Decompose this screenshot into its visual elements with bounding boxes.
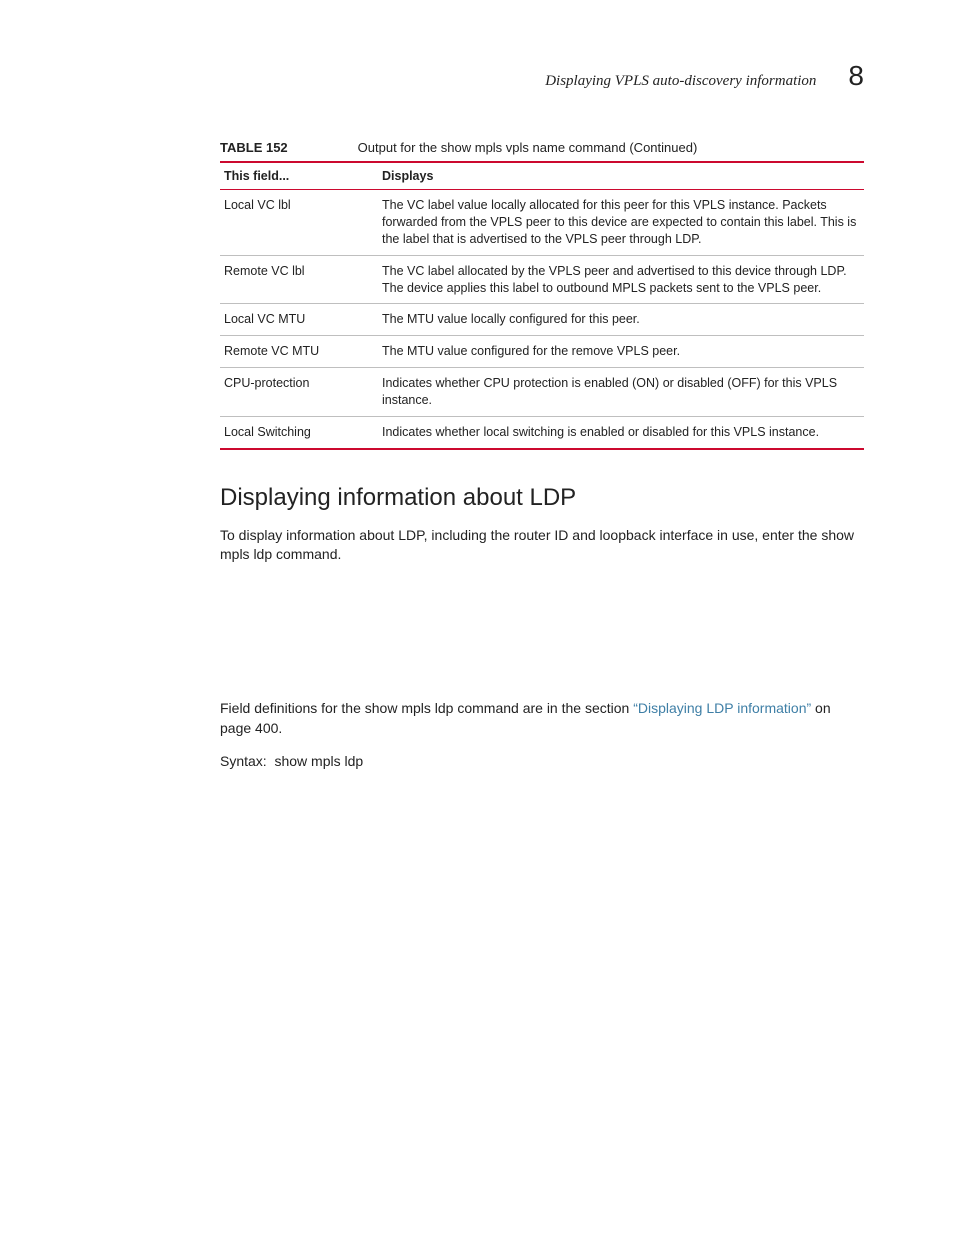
cell-displays: Indicates whether local switching is ena… (378, 416, 864, 448)
field-defs-paragraph: Field definitions for the show mpls ldp … (220, 699, 864, 738)
table-row: Remote VC MTU The MTU value configured f… (220, 336, 864, 368)
cell-displays: The MTU value locally configured for thi… (378, 304, 864, 336)
cell-displays: The VC label value locally allocated for… (378, 190, 864, 256)
spacer (220, 579, 864, 699)
syntax-line: Syntax: show mpls ldp (220, 752, 864, 772)
table-caption-text: Output for the show mpls vpls name comma… (358, 140, 698, 155)
table-row: CPU-protection Indicates whether CPU pro… (220, 368, 864, 417)
table-caption: TABLE 152 Output for the show mpls vpls … (220, 140, 864, 161)
output-table: This field... Displays Local VC lbl The … (220, 161, 864, 450)
cell-field: Local Switching (220, 416, 378, 448)
table-row: Local VC MTU The MTU value locally confi… (220, 304, 864, 336)
chapter-number: 8 (848, 60, 864, 92)
defs-pre: Field definitions for the show mpls ldp … (220, 700, 633, 716)
page: Displaying VPLS auto-discovery informati… (0, 0, 954, 846)
cell-field: Local VC lbl (220, 190, 378, 256)
cell-displays: The VC label allocated by the VPLS peer … (378, 255, 864, 304)
cell-displays: Indicates whether CPU protection is enab… (378, 368, 864, 417)
cell-field: Remote VC MTU (220, 336, 378, 368)
cell-field: Local VC MTU (220, 304, 378, 336)
cell-displays: The MTU value configured for the remove … (378, 336, 864, 368)
table-row: Local VC lbl The VC label value locally … (220, 190, 864, 256)
ldp-info-link[interactable]: “Displaying LDP information” (633, 700, 811, 716)
table-row: Local Switching Indicates whether local … (220, 416, 864, 448)
table-label: TABLE 152 (220, 140, 288, 155)
table-row: Remote VC lbl The VC label allocated by … (220, 255, 864, 304)
header-title: Displaying VPLS auto-discovery informati… (545, 73, 816, 90)
page-header: Displaying VPLS auto-discovery informati… (220, 60, 864, 92)
cell-field: CPU-protection (220, 368, 378, 417)
section-heading: Displaying information about LDP (220, 484, 864, 512)
cell-field: Remote VC lbl (220, 255, 378, 304)
col-header-displays: Displays (378, 162, 864, 190)
intro-paragraph: To display information about LDP, includ… (220, 526, 864, 565)
col-header-field: This field... (220, 162, 378, 190)
